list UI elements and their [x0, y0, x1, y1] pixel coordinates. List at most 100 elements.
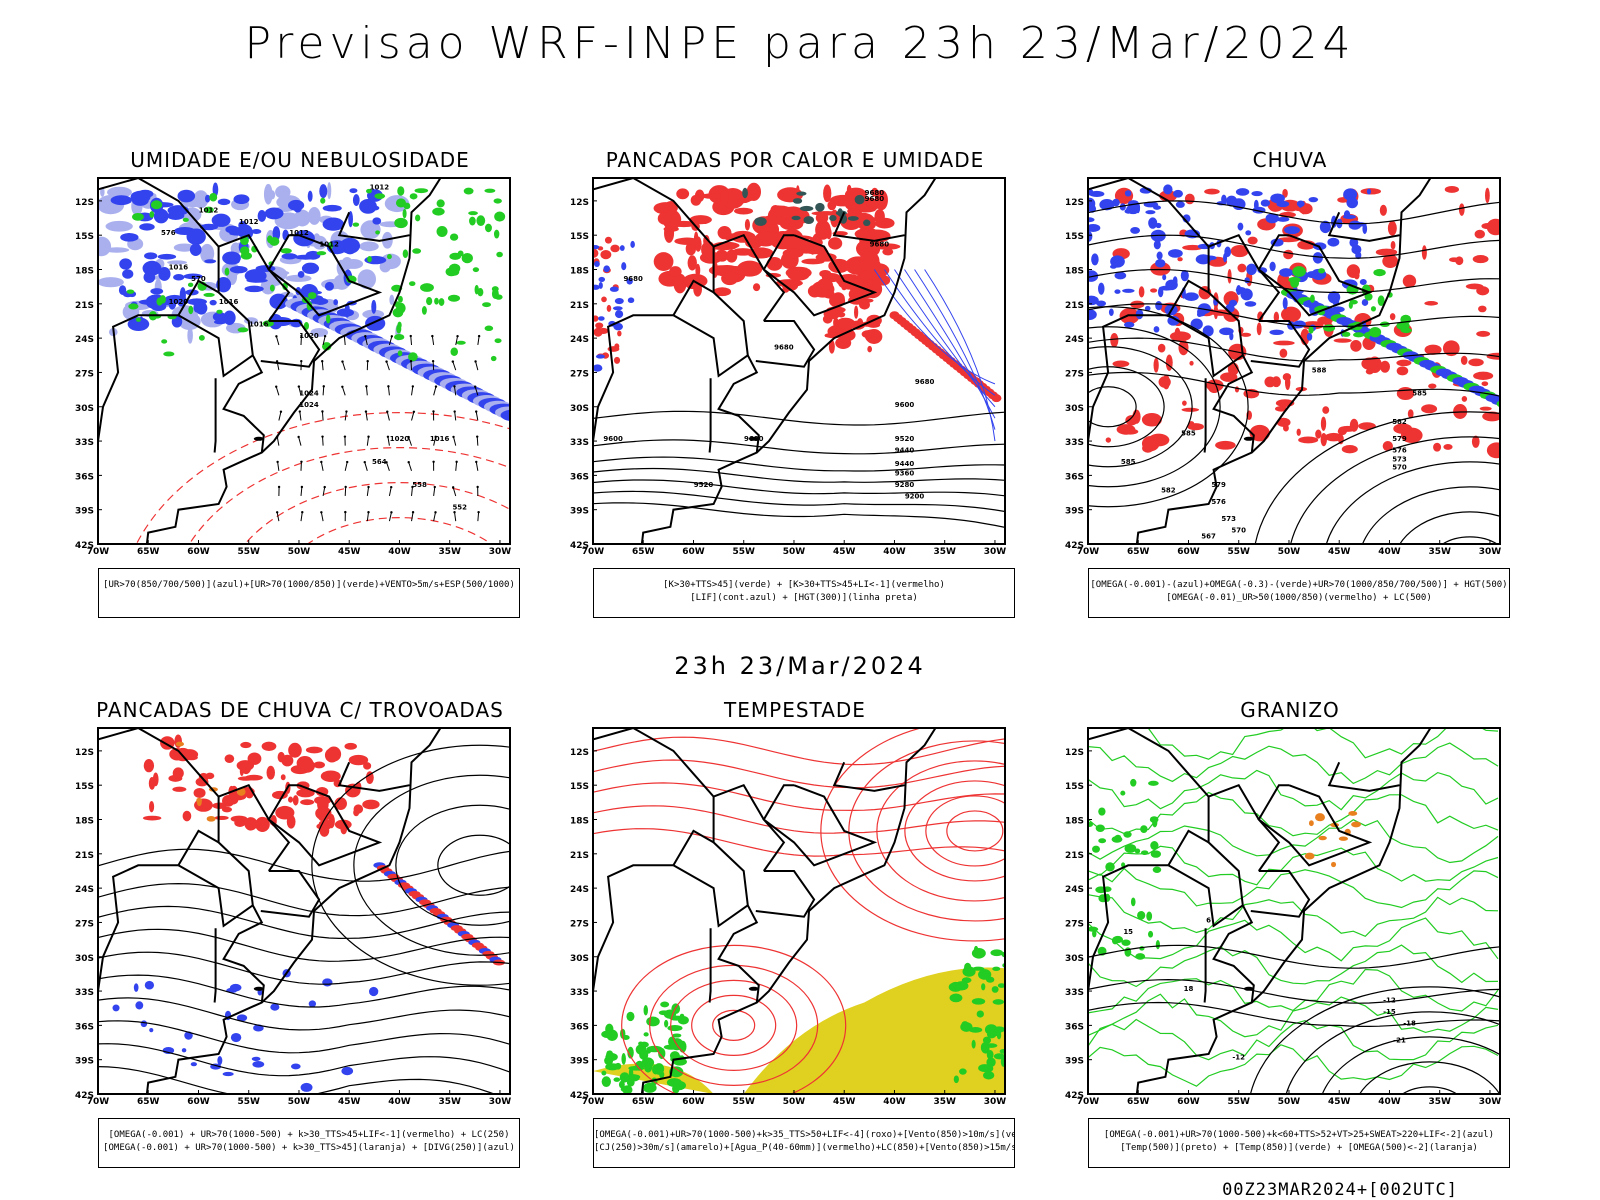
- wind-vector: [366, 486, 370, 497]
- wind-green-area: [601, 1076, 611, 1088]
- wind-vector: [390, 511, 393, 514]
- country-border: [260, 870, 321, 918]
- wind-vector: [390, 335, 394, 338]
- wind-vector: [408, 462, 412, 471]
- instability-green-area: [863, 219, 871, 227]
- lagoon: [253, 436, 264, 441]
- rain-blue-area: [1108, 308, 1114, 317]
- lon-tick-label: 35W: [933, 547, 956, 557]
- streamline: [98, 848, 510, 882]
- rain-red-area: [1189, 360, 1194, 366]
- rain-blue-area: [1096, 300, 1107, 307]
- rain-green-area: [1348, 301, 1353, 309]
- wind-vector: [455, 460, 458, 464]
- lagoon: [1243, 436, 1254, 441]
- humidity-high-area: [150, 288, 164, 295]
- low-humidity-contour: [269, 284, 275, 292]
- lat-tick-label: 33S: [1065, 988, 1084, 998]
- wind-vector: [276, 436, 280, 446]
- temp850-contour: [1140, 850, 1149, 856]
- rain-red-area: [1230, 244, 1249, 258]
- low-humidity-contour: [394, 217, 408, 229]
- lat-tick-label: 39S: [75, 1057, 94, 1067]
- streamline: [98, 882, 510, 917]
- lat-tick-label: 15S: [75, 782, 94, 792]
- wind-vector: [300, 486, 303, 497]
- contour-label: 1024: [299, 401, 319, 409]
- wind-vector: [320, 460, 323, 464]
- contour-label: 9680: [915, 378, 935, 386]
- rain-green-area: [1373, 269, 1386, 277]
- wind-green-area: [968, 1027, 983, 1033]
- contour-label: 1016: [249, 321, 269, 329]
- coastline: [145, 178, 442, 544]
- rain-blue-area: [1221, 194, 1227, 204]
- coastline: [1135, 728, 1432, 1094]
- instability-red-area: [781, 280, 799, 292]
- wind-green-area: [953, 1075, 959, 1084]
- lon-tick-label: 65W: [1127, 1097, 1150, 1107]
- divergence-contour: [236, 1014, 248, 1022]
- rain-red-area: [1479, 406, 1492, 411]
- thunderstorm-red-area: [286, 814, 296, 829]
- temp850-contour: [1092, 845, 1100, 853]
- wind-vector: [341, 360, 344, 363]
- wind-vector: [322, 385, 325, 388]
- country-border: [98, 178, 265, 453]
- wind-vector: [322, 336, 326, 346]
- country-border: [1167, 314, 1244, 378]
- contour-label: 9440: [895, 460, 915, 468]
- lifted-index-contour: [612, 306, 623, 311]
- omega-orange-area: [1304, 852, 1315, 860]
- wind-vector: [386, 435, 390, 438]
- humidity-high-area: [324, 281, 335, 291]
- lat-tick-label: 12S: [570, 748, 589, 758]
- wind-green-area: [964, 962, 972, 972]
- low-humidity-contour: [132, 212, 144, 221]
- rain-green-area: [1377, 295, 1385, 307]
- humidity-high-area: [177, 189, 196, 203]
- wind-green-area: [972, 966, 985, 971]
- contour-label: 6: [1206, 916, 1211, 924]
- instability-red-area: [687, 255, 697, 271]
- lifted-index-contour: [593, 284, 600, 290]
- map-content: 1012 1012 1012 1012 1016 1016 1016 1020 1020 1024…: [98, 178, 510, 544]
- lon-tick-label: 65W: [137, 1097, 160, 1107]
- lifted-index-contour: [619, 245, 625, 251]
- instability-red-area: [874, 243, 901, 250]
- contour-label: 585: [1181, 429, 1196, 437]
- wind-vector: [320, 461, 324, 471]
- water-contour: [593, 736, 1005, 766]
- wind-vector: [432, 410, 435, 413]
- panel-title: CHUVA: [1252, 148, 1328, 172]
- rain-blue-area: [1260, 199, 1271, 207]
- rain-red-area: [1283, 249, 1294, 260]
- lon-tick-label: 35W: [1428, 547, 1451, 557]
- rain-red-area: [1471, 435, 1480, 448]
- rain-red-area: [1277, 237, 1300, 243]
- wind-vector: [366, 436, 370, 446]
- country-border: [213, 928, 217, 1003]
- thunderstorm-red-area: [288, 796, 294, 803]
- humidity-light-area: [98, 236, 112, 257]
- rain-green-area: [1308, 326, 1314, 334]
- humidity-high-area: [189, 243, 202, 257]
- rain-blue-area: [1130, 226, 1141, 234]
- rain-blue-area: [1167, 315, 1180, 326]
- temp850-contour: [1148, 930, 1154, 938]
- low-humidity-contour: [325, 314, 331, 324]
- wind-vector: [385, 461, 388, 464]
- rain-blue-area: [1308, 196, 1319, 203]
- wind-green-area: [622, 1085, 633, 1094]
- omega-orange-area: [1308, 820, 1314, 827]
- instability-red-area: [781, 229, 804, 249]
- humidity-high-area: [229, 265, 248, 274]
- divergence-contour: [140, 1020, 148, 1028]
- lat-tick-label: 27S: [570, 369, 589, 379]
- wind-vector: [342, 361, 346, 371]
- rain-blue-area: [1244, 301, 1257, 307]
- humidity-high-area: [138, 299, 159, 305]
- height-contour: [1290, 436, 1500, 544]
- contour-label: 9680: [774, 344, 794, 352]
